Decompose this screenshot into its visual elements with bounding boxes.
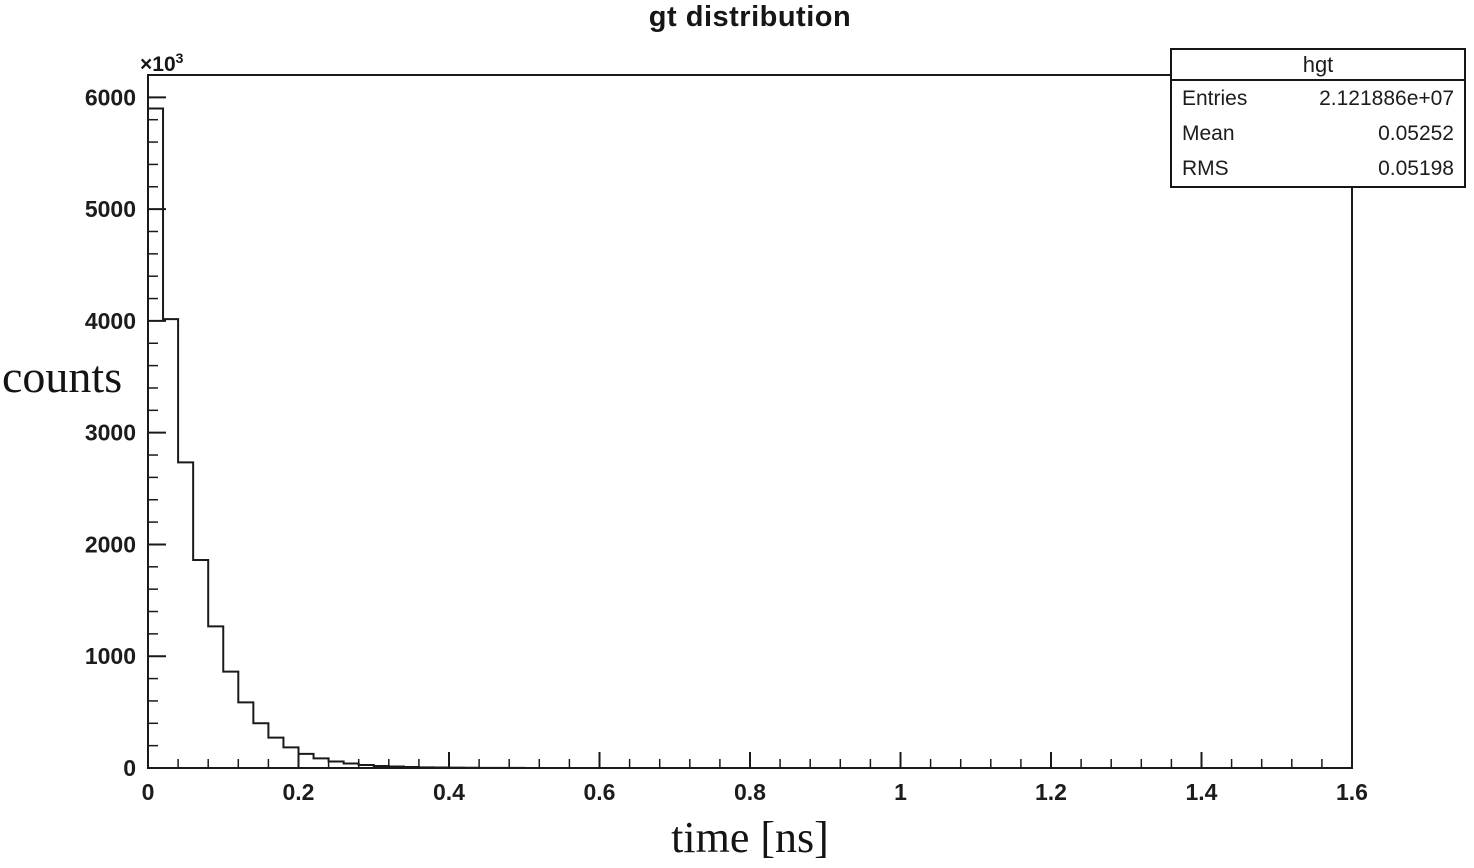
y-tick-label: 2000 <box>85 531 136 557</box>
stats-mean-label: Mean <box>1182 122 1235 145</box>
y-axis-scale-label: ×103 <box>140 50 183 77</box>
stats-box-title: hgt <box>1172 50 1464 81</box>
x-tick-label: 1.4 <box>1186 779 1218 805</box>
stats-row-entries: Entries 2.121886e+07 <box>1172 81 1464 116</box>
x-tick-label: 0.4 <box>433 779 465 805</box>
y-tick-label: 4000 <box>85 308 136 334</box>
x-tick-label: 0 <box>142 779 155 805</box>
stats-rms-label: RMS <box>1182 157 1229 180</box>
stats-row-mean: Mean 0.05252 <box>1172 116 1464 151</box>
y-scale-base: ×10 <box>140 53 176 76</box>
x-tick-label: 0.8 <box>734 779 766 805</box>
y-tick-label: 5000 <box>85 196 136 222</box>
stats-rms-value: 0.05198 <box>1378 157 1454 180</box>
x-axis-title: time [ns] <box>671 813 829 862</box>
x-tick-label: 0.6 <box>584 779 616 805</box>
y-tick-label: 6000 <box>85 84 136 110</box>
y-tick-label: 3000 <box>85 420 136 446</box>
y-tick-label: 0 <box>123 755 136 781</box>
stats-box: hgt Entries 2.121886e+07 Mean 0.05252 RM… <box>1170 48 1466 188</box>
x-tick-label: 1.6 <box>1336 779 1368 805</box>
x-tick-label: 0.2 <box>283 779 315 805</box>
stats-row-rms: RMS 0.05198 <box>1172 151 1464 186</box>
stats-entries-label: Entries <box>1182 87 1248 110</box>
y-tick-label: 1000 <box>85 643 136 669</box>
x-tick-label: 1.2 <box>1035 779 1067 805</box>
x-tick-label: 1 <box>894 779 907 805</box>
chart-title: gt distribution <box>648 1 852 33</box>
stats-entries-value: 2.121886e+07 <box>1319 87 1454 110</box>
stats-mean-value: 0.05252 <box>1378 122 1454 145</box>
histogram-line <box>147 107 1352 769</box>
y-axis-title: counts <box>2 351 123 402</box>
y-scale-exponent: 3 <box>175 50 184 66</box>
